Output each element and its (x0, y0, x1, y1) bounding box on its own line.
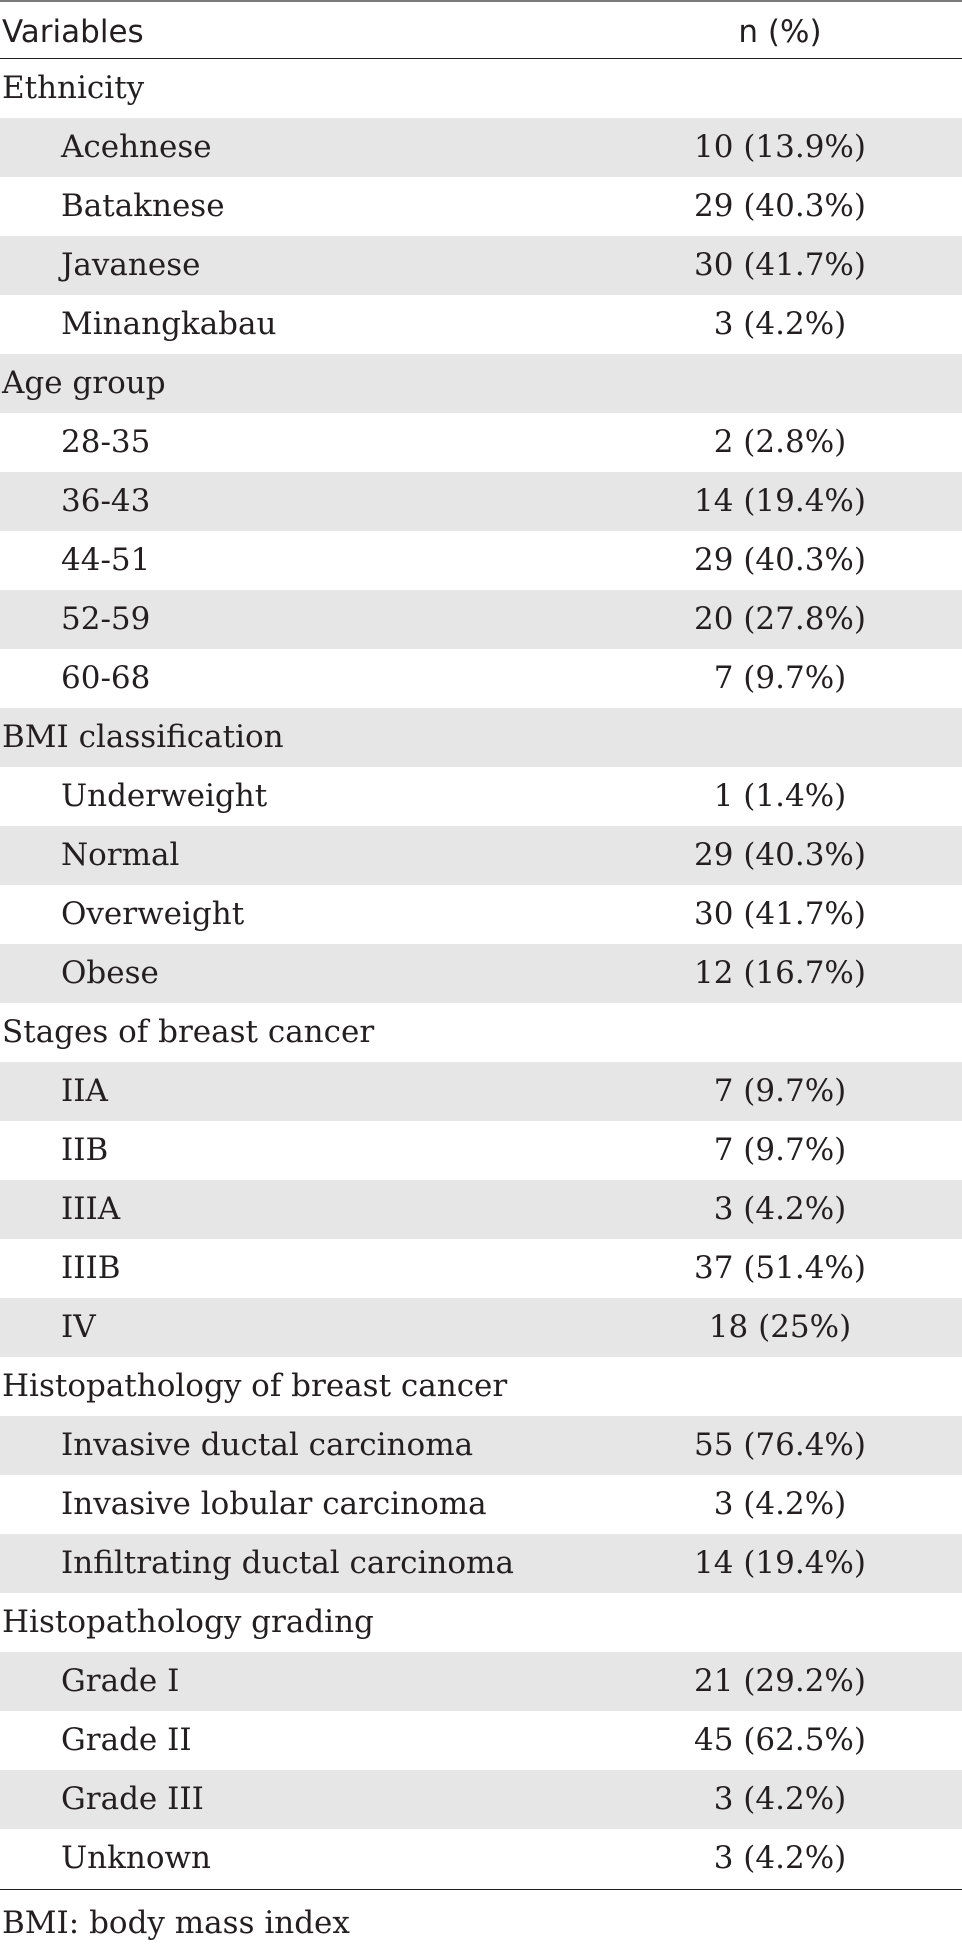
table-row: Acehnese 10 (13.9%) (0, 118, 962, 177)
row-value: 7 (9.7%) (713, 1132, 847, 1168)
row-value: 3 (4.2%) (713, 1840, 847, 1876)
row-label: IIIA (61, 1191, 121, 1227)
table-top-rule (0, 0, 962, 2)
row-value: 2 (2.8%) (713, 424, 847, 460)
table-row: Grade I 21 (29.2%) (0, 1652, 962, 1711)
row-label: Invasive ductal carcinoma (61, 1427, 474, 1463)
row-value: 29 (40.3%) (694, 837, 866, 873)
table-row: Obese 12 (16.7%) (0, 944, 962, 1003)
header-n-percent: n (%) (738, 14, 822, 50)
row-value: 7 (9.7%) (713, 1073, 847, 1109)
group-label: Histopathology of breast cancer (2, 1368, 508, 1404)
table-row: Infiltrating ductal carcinoma 14 (19.4%) (0, 1534, 962, 1593)
table-row: Overweight 30 (41.7%) (0, 885, 962, 944)
table-row: Bataknese 29 (40.3%) (0, 177, 962, 236)
table-row: IIA 7 (9.7%) (0, 1062, 962, 1121)
row-label: IIIB (61, 1250, 121, 1286)
row-value: 18 (25%) (708, 1309, 852, 1345)
table-body: Ethnicity Acehnese 10 (13.9%) Bataknese 29 (… (0, 59, 962, 1888)
group-label: BMI classification (2, 719, 284, 755)
row-value: 3 (4.2%) (713, 1781, 847, 1817)
row-value: 10 (13.9%) (694, 129, 866, 165)
table-row: 52-59 20 (27.8%) (0, 590, 962, 649)
row-label: 36-43 (61, 483, 151, 519)
row-value: 14 (19.4%) (694, 483, 866, 519)
row-value: 12 (16.7%) (694, 955, 866, 991)
row-label: Normal (61, 837, 180, 873)
table-row: Invasive ductal carcinoma 55 (76.4%) (0, 1416, 962, 1475)
table-row: 36-43 14 (19.4%) (0, 472, 962, 531)
row-label: 28-35 (61, 424, 151, 460)
row-label: Acehnese (61, 129, 212, 165)
row-label: Bataknese (61, 188, 225, 224)
row-label: 60-68 (61, 660, 151, 696)
table-row: Grade III 3 (4.2%) (0, 1770, 962, 1829)
table-row: IIIB 37 (51.4%) (0, 1239, 962, 1298)
row-label: Obese (61, 955, 159, 991)
row-value: 20 (27.8%) (694, 601, 866, 637)
row-value: 14 (19.4%) (694, 1545, 866, 1581)
row-value: 3 (4.2%) (713, 1191, 847, 1227)
group-label: Histopathology grading (2, 1604, 374, 1640)
row-label: 52-59 (61, 601, 151, 637)
row-value: 3 (4.2%) (713, 306, 847, 342)
table-bottom-rule (0, 1889, 962, 1890)
row-value: 3 (4.2%) (713, 1486, 847, 1522)
row-label: IV (61, 1309, 96, 1345)
row-label: IIB (61, 1132, 109, 1168)
row-value: 45 (62.5%) (694, 1722, 866, 1758)
row-value: 30 (41.7%) (694, 247, 866, 283)
header-variables: Variables (2, 14, 144, 50)
row-label: Invasive lobular carcinoma (61, 1486, 487, 1522)
row-value: 21 (29.2%) (694, 1663, 866, 1699)
table-row: Underweight 1 (1.4%) (0, 767, 962, 826)
row-label: IIA (61, 1073, 108, 1109)
table-row: Normal 29 (40.3%) (0, 826, 962, 885)
row-label: Javanese (61, 247, 201, 283)
table-row: Javanese 30 (41.7%) (0, 236, 962, 295)
table-row: 60-68 7 (9.7%) (0, 649, 962, 708)
row-label: Grade II (61, 1722, 192, 1758)
row-value: 55 (76.4%) (694, 1427, 866, 1463)
table-group-row: Histopathology grading (0, 1593, 962, 1652)
row-value: 30 (41.7%) (694, 896, 866, 932)
group-label: Ethnicity (2, 70, 145, 106)
row-value: 37 (51.4%) (694, 1250, 866, 1286)
table-header-row: Variables n (%) (0, 2, 962, 58)
row-label: Underweight (61, 778, 268, 814)
row-value: 29 (40.3%) (694, 542, 866, 578)
table-footnote: BMI: body mass index (2, 1905, 350, 1941)
row-label: Infiltrating ductal carcinoma (61, 1545, 514, 1581)
row-value: 7 (9.7%) (713, 660, 847, 696)
table-row: IV 18 (25%) (0, 1298, 962, 1357)
row-label: Unknown (61, 1840, 212, 1876)
table-group-row: Age group (0, 354, 962, 413)
table-row: Grade II 45 (62.5%) (0, 1711, 962, 1770)
table-row: Unknown 3 (4.2%) (0, 1829, 962, 1888)
table-row: Invasive lobular carcinoma 3 (4.2%) (0, 1475, 962, 1534)
table-row: IIIA 3 (4.2%) (0, 1180, 962, 1239)
table-row: Minangkabau 3 (4.2%) (0, 295, 962, 354)
table-row: 28-35 2 (2.8%) (0, 413, 962, 472)
table-row: IIB 7 (9.7%) (0, 1121, 962, 1180)
row-label: Minangkabau (61, 306, 277, 342)
table-group-row: Stages of breast cancer (0, 1003, 962, 1062)
group-label: Stages of breast cancer (2, 1014, 375, 1050)
group-label: Age group (2, 365, 166, 401)
row-label: Overweight (61, 896, 245, 932)
table-group-row: Histopathology of breast cancer (0, 1357, 962, 1416)
table-header-rule (0, 58, 962, 59)
row-label: Grade I (61, 1663, 180, 1699)
row-label: Grade III (61, 1781, 204, 1817)
table-row: 44-51 29 (40.3%) (0, 531, 962, 590)
table-group-row: Ethnicity (0, 59, 962, 118)
row-label: 44-51 (61, 542, 151, 578)
row-value: 1 (1.4%) (713, 778, 847, 814)
row-value: 29 (40.3%) (694, 188, 866, 224)
table-group-row: BMI classification (0, 708, 962, 767)
